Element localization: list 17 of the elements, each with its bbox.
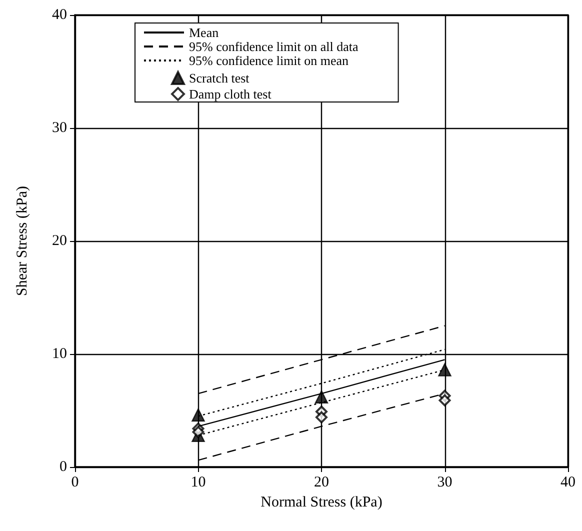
y-axis-title: Shear Stress (kPa) [14, 186, 30, 296]
legend-label: Mean [189, 25, 220, 40]
y-tick-label: 20 [52, 233, 67, 249]
y-tick-label: 0 [60, 459, 67, 475]
x-tick-label: 30 [437, 474, 452, 490]
legend-label: 95% confidence limit on all data [189, 39, 359, 54]
y-tick-label: 30 [52, 120, 67, 136]
x-tick-label: 40 [560, 474, 576, 490]
x-tick-label: 10 [190, 474, 206, 490]
legend-label: Damp cloth test [189, 86, 272, 102]
legend-label: Scratch test [189, 70, 250, 86]
x-tick-label: 0 [71, 474, 79, 490]
y-tick-label: 40 [52, 7, 67, 23]
x-axis-title: Normal Stress (kPa) [260, 494, 382, 510]
x-tick-label: 20 [314, 474, 329, 490]
legend-label: 95% confidence limit on mean [189, 53, 350, 68]
y-tick-label: 10 [52, 346, 67, 362]
